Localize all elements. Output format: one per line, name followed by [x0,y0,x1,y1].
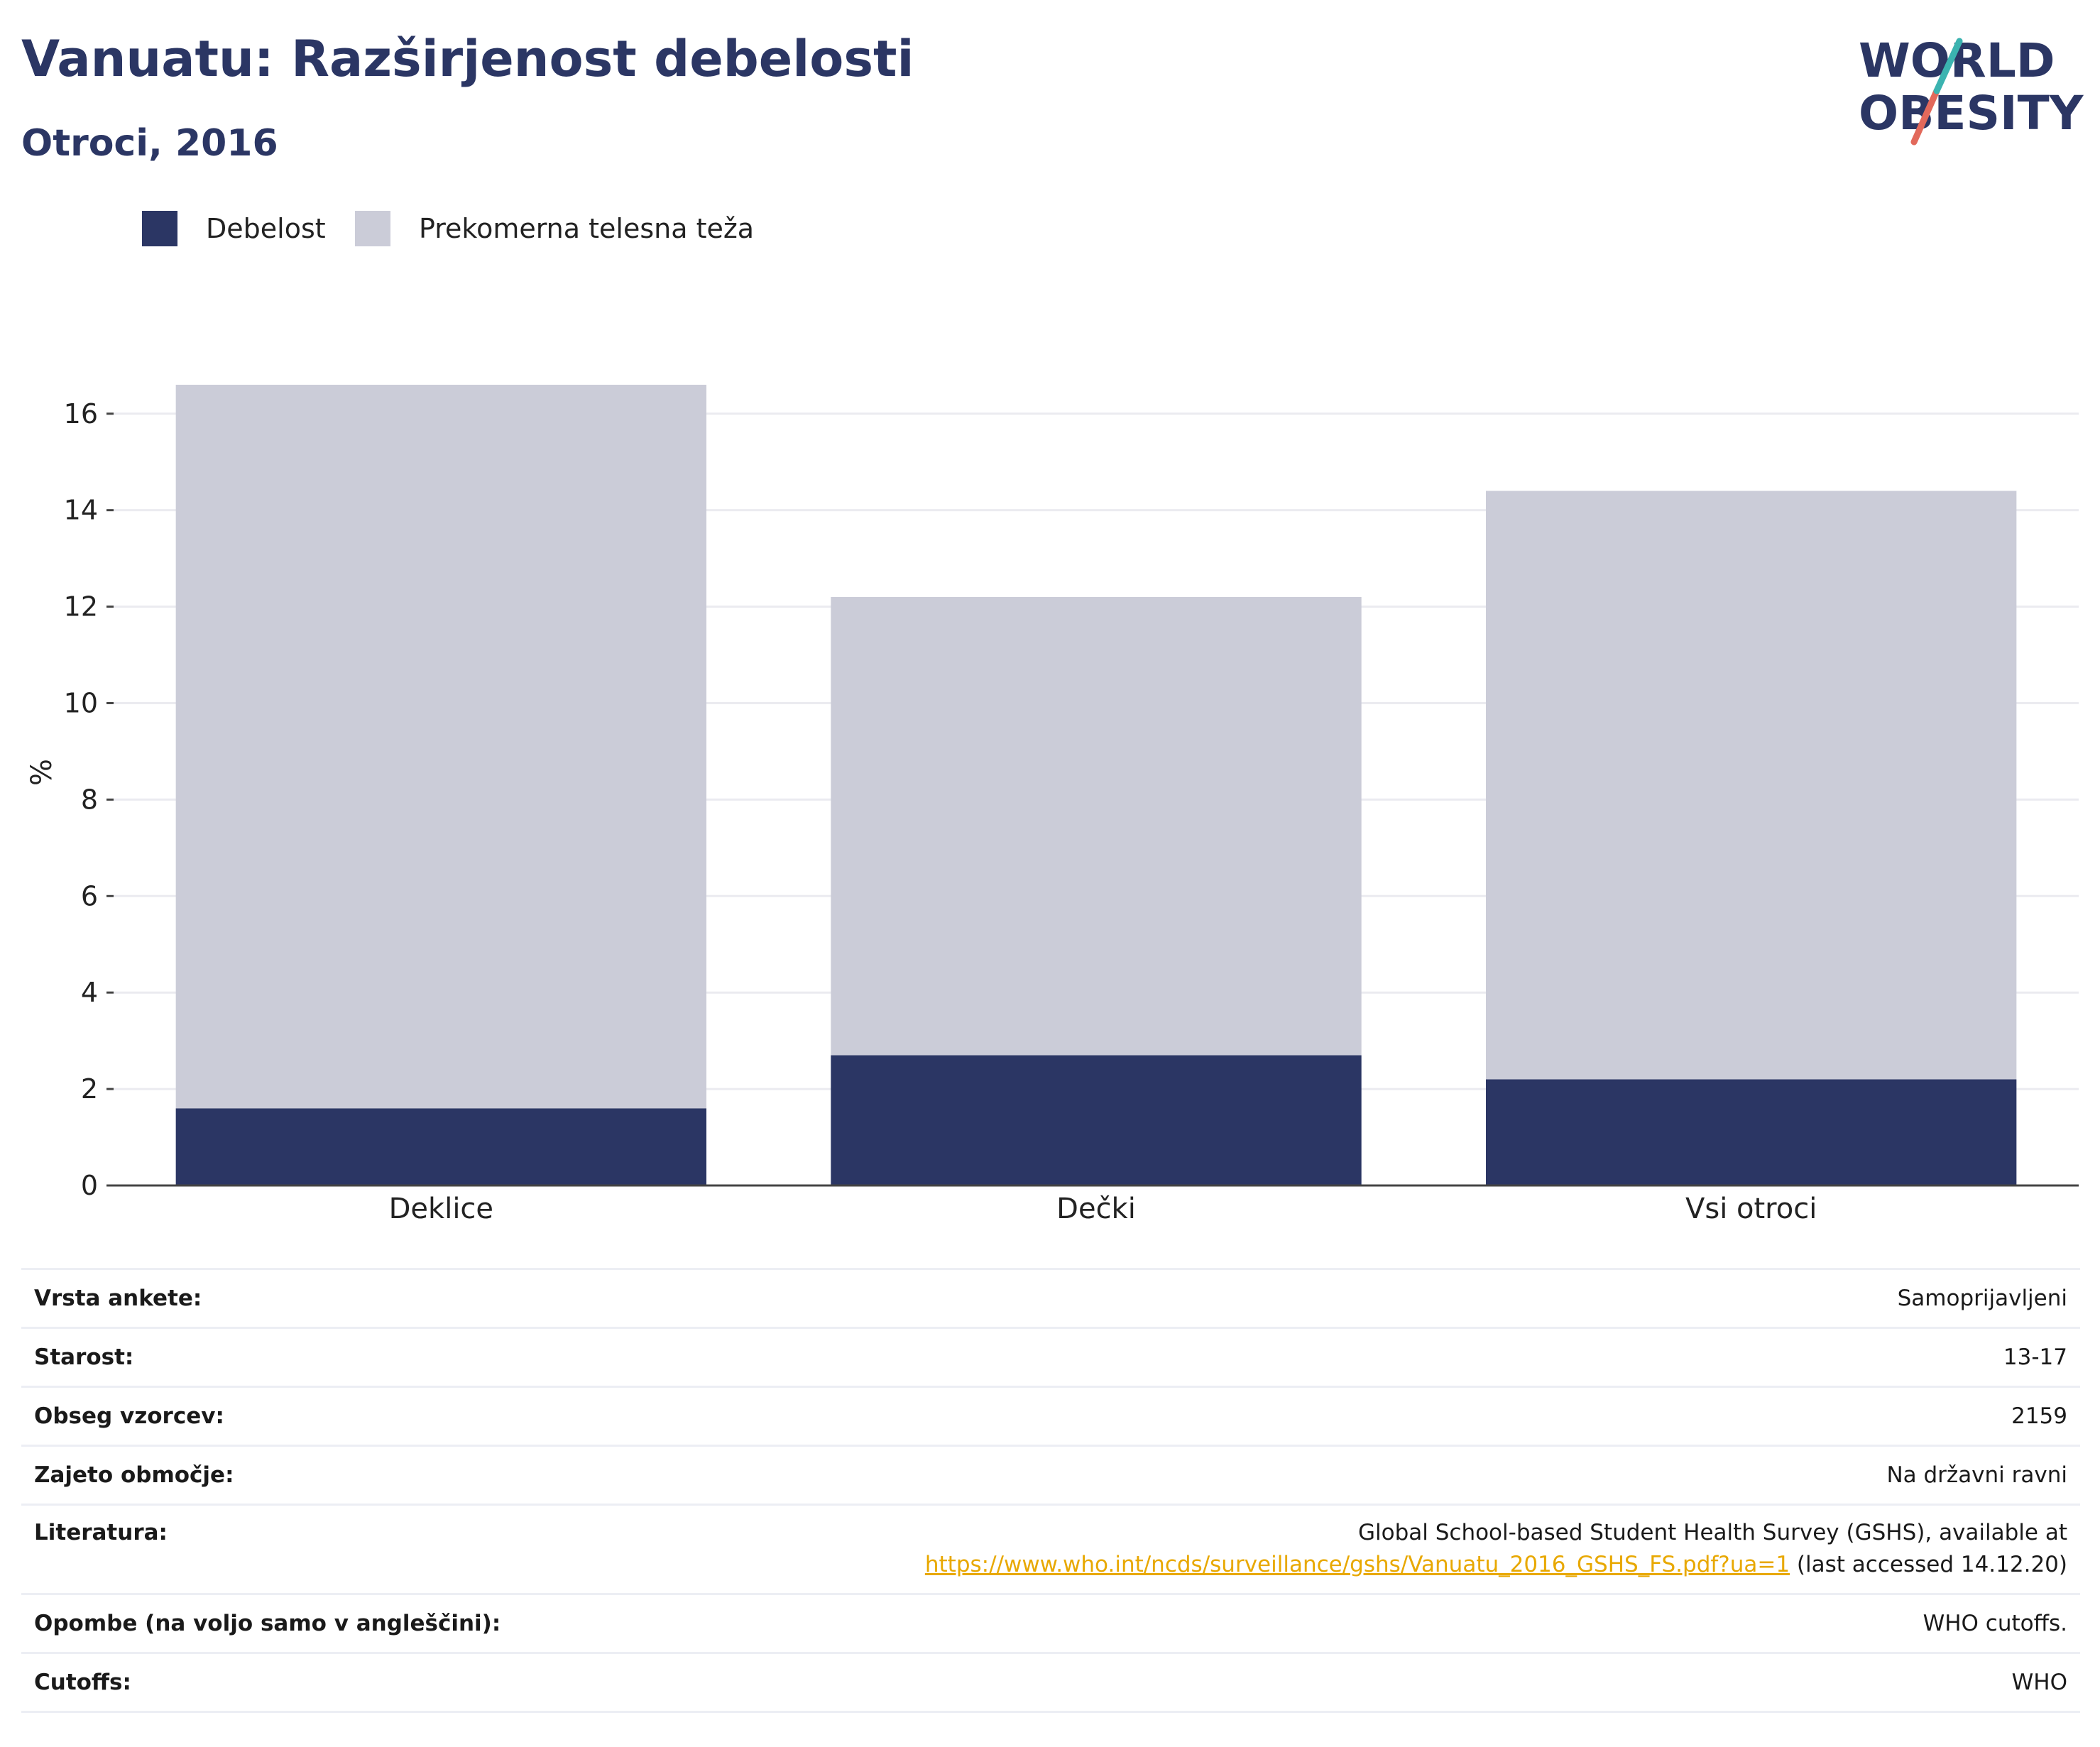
legend-label-overweight: Prekomerna telesna teža [419,213,755,244]
info-value: Samoprijavljeni [1897,1286,2067,1311]
y-tick-label: 12 [64,591,98,623]
y-tick-label: 16 [64,398,98,429]
info-row-area-covered: Zajeto območje: Na državni ravni [21,1447,2080,1506]
info-row-age: Starost: 13-17 [21,1329,2080,1388]
y-tick-label: 14 [64,495,98,526]
bar-overweight-2[interactable] [1485,491,2017,1080]
reference-link[interactable]: https://www.who.int/ncds/surveillance/gs… [924,1552,1790,1577]
y-tick-label: 10 [64,687,98,718]
info-value: 13-17 [2003,1345,2067,1370]
logo-line2: OBESITY [1859,86,2084,141]
bar-overweight-1[interactable] [831,596,1362,1056]
page-subtitle: Otroci, 2016 [21,122,278,165]
logo-slash-bottom [1910,87,1940,146]
info-key: Opombe (na voljo samo v angleščini): [34,1611,501,1636]
info-row-cutoffs: Cutoffs: WHO [21,1654,2080,1713]
legend-swatch-overweight [355,211,390,246]
info-value: WHO [2011,1670,2067,1695]
info-value: Na državni ravni [1886,1462,2067,1488]
world-obesity-logo: WORLD OBESITY [1859,33,2084,146]
y-axis-label: % [26,759,58,786]
logo-slash-top [1933,38,1963,94]
info-value: 2159 [2011,1403,2067,1429]
info-key: Literatura: [34,1520,168,1545]
x-category-label: Vsi otroci [1685,1193,1817,1225]
reference-suffix: (last accessed 14.12.20) [1790,1552,2067,1577]
x-axis-labels: Deklice Dečki Vsi otroci [389,1193,1817,1225]
info-value: WHO cutoffs. [1923,1611,2067,1636]
x-category-label: Deklice [389,1193,493,1225]
info-row-survey-type: Vrsta ankete: Samoprijavljeni [21,1270,2080,1329]
info-key: Vrsta ankete: [34,1286,202,1311]
bar-obesity-2[interactable] [1485,1079,2017,1185]
info-row-sample-size: Obseg vzorcev: 2159 [21,1388,2080,1447]
legend-item-overweight[interactable]: Prekomerna telesna teža [355,210,754,247]
info-row-references: Literatura: Global School-based Student … [21,1506,2080,1595]
info-key: Zajeto območje: [34,1462,234,1488]
page-title: Vanuatu: Razširjenost debelosti [21,30,914,88]
bar-chart: 0 2 4 6 8 10 12 14 16 Deklice Dečki Vsi otroci % [26,385,2079,1225]
bar-obesity-0[interactable] [175,1108,707,1185]
bar-obesity-1[interactable] [831,1055,1362,1185]
legend-item-obesity[interactable]: Debelost [142,210,326,247]
info-table: Vrsta ankete: Samoprijavljeni Starost: 1… [21,1268,2080,1713]
info-value: Global School-based Student Health Surve… [925,1517,2067,1581]
y-tick-label: 4 [81,977,98,1008]
legend-swatch-obesity [142,211,177,246]
bar-overweight-0[interactable] [175,385,707,1109]
reference-text: Global School-based Student Health Surve… [1357,1520,2067,1545]
y-tick-label: 0 [81,1170,98,1201]
legend-label-obesity: Debelost [206,213,326,244]
info-key: Cutoffs: [34,1670,131,1695]
y-tick-label: 8 [81,784,98,815]
x-category-label: Dečki [1056,1193,1136,1225]
chart-bars [175,385,2017,1185]
info-row-notes: Opombe (na voljo samo v angleščini): WHO… [21,1595,2080,1654]
info-key: Obseg vzorcev: [34,1403,224,1429]
y-axis-ticks: 0 2 4 6 8 10 12 14 16 [64,398,114,1201]
y-tick-label: 2 [81,1073,98,1105]
info-key: Starost: [34,1345,134,1370]
y-tick-label: 6 [81,880,98,911]
